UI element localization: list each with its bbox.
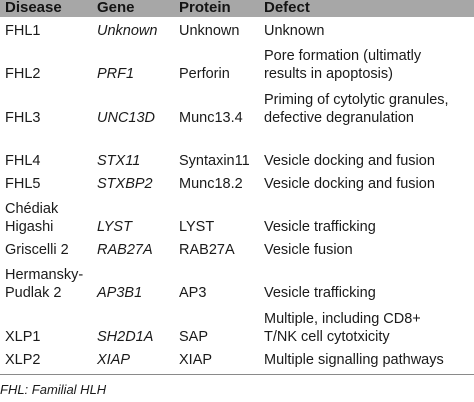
disease-cell: FHL3: [5, 110, 41, 126]
disease-cell: FHL5: [5, 176, 41, 192]
protein-cell: AP3: [179, 285, 207, 301]
protein-cell: LYST: [179, 219, 215, 235]
protein-cell: Munc18.2: [179, 176, 243, 192]
footnote: FHL: Familial HLH: [0, 382, 107, 397]
disease-cell: FHL2: [5, 66, 41, 82]
gene-cell: STX11: [97, 153, 141, 169]
protein-cell: RAB27A: [179, 242, 235, 258]
gene-cell: STXBP2: [97, 176, 153, 192]
table-header: Disease Gene Protein Defect: [0, 0, 474, 17]
protein-cell: SAP: [179, 329, 209, 345]
defect-cell: defective degranulation: [264, 110, 414, 126]
defect-cell: Multiple, including CD8+: [264, 311, 421, 327]
header-protein: Protein: [179, 0, 231, 16]
gene-cell: UNC13D: [97, 110, 156, 126]
defect-cell: Multiple signalling pathways: [264, 352, 444, 368]
disease-cell: Griscelli 2: [5, 242, 69, 258]
disease-cell: Higashi: [5, 219, 54, 235]
defect-cell: Pore formation (ultimatly: [264, 48, 422, 64]
protein-cell: XIAP: [179, 352, 213, 368]
gene-cell: AP3B1: [97, 285, 143, 301]
defect-cell: results in apoptosis): [264, 66, 393, 82]
gene-cell: SH2D1A: [97, 329, 154, 345]
defect-cell: Unknown: [264, 23, 325, 39]
protein-cell: Perforin: [179, 66, 230, 82]
disease-cell: FHL4: [5, 153, 41, 169]
protein-cell: Munc13.4: [179, 110, 243, 126]
protein-cell: Syntaxin11: [179, 153, 250, 169]
disease-cell: XLP1: [5, 329, 41, 345]
disease-cell: FHL1: [5, 23, 41, 39]
defect-cell: Vesicle trafficking: [264, 285, 376, 301]
defect-cell: Priming of cytolytic granules,: [264, 92, 449, 108]
header-defect: Defect: [264, 0, 310, 16]
gene-cell: LYST: [97, 219, 132, 235]
disease-cell: XLP2: [5, 352, 41, 368]
protein-cell: Unknown: [179, 23, 240, 39]
defect-cell: Vesicle docking and fusion: [264, 176, 435, 192]
disease-cell: Hermansky-: [5, 267, 84, 283]
gene-cell: RAB27A: [97, 242, 153, 258]
defect-cell: Vesicle trafficking: [264, 219, 376, 235]
defect-cell: T/NK cell cytotxicity: [264, 329, 390, 345]
header-disease: Disease: [5, 0, 62, 16]
gene-cell: Unknown: [97, 23, 158, 39]
defect-cell: Vesicle docking and fusion: [264, 153, 435, 169]
disease-cell: Chédiak: [5, 201, 59, 217]
gene-cell: PRF1: [97, 66, 135, 82]
table-bottom-rule: [0, 374, 474, 375]
defect-cell: Vesicle fusion: [264, 242, 353, 258]
header-gene: Gene: [97, 0, 135, 16]
gene-cell: XIAP: [97, 352, 131, 368]
disease-cell: Pudlak 2: [5, 285, 62, 301]
